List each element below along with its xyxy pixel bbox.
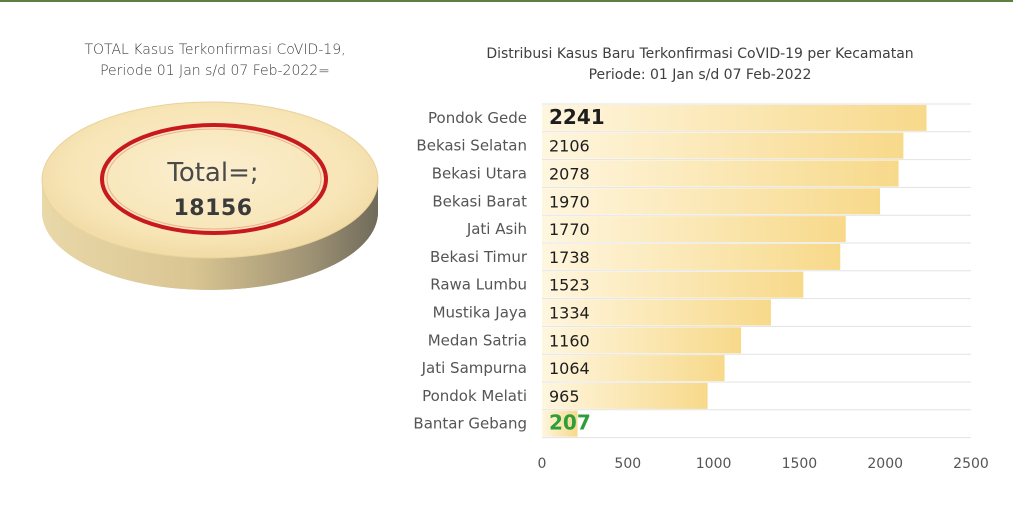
grid-lines [542,103,971,439]
disc-ring [100,123,328,235]
x-tick-label: 1500 [782,456,818,472]
total-value: 18156 [173,196,253,221]
chart-title-line2: Periode: 01 Jan s/d 07 Feb-2022 [588,67,812,83]
data-label: 1770 [549,220,590,239]
data-label: 1064 [549,359,590,378]
data-label: 1523 [549,276,590,295]
chart-title-line1: Distribusi Kasus Baru Terkonfirmasi CoVI… [486,46,914,62]
bar [542,216,846,243]
x-tick-label: 0 [538,456,547,472]
bar [542,104,927,131]
data-label: 965 [549,387,580,406]
category-label: Mustika Jaya [433,304,527,322]
x-tick-label: 1000 [696,456,732,472]
bar [542,132,904,159]
data-label: 2078 [549,165,590,184]
disc-ring-inner [106,128,322,230]
x-tick-label: 2500 [953,456,989,472]
category-labels: Pondok Gede Bekasi Selatan Bekasi Utara Bek… [413,109,527,433]
data-label: 1160 [549,331,590,350]
category-label: Jati Sampurna [421,359,527,377]
category-label: Bekasi Utara [432,165,527,183]
bar [542,160,899,187]
category-label: Medan Satria [428,331,527,349]
data-label: 2106 [549,137,590,156]
bar [542,188,881,215]
total-label: Total=; [167,158,259,188]
total-title-line1: TOTAL Kasus Terkonfirmasi CoVID-19, [84,42,346,58]
bar [542,271,804,298]
top-border-line [0,0,1013,2]
bar [542,355,725,382]
category-label: Pondok Gede [428,109,527,127]
category-label: Bantar Gebang [413,415,527,433]
x-tick-label: 500 [614,456,641,472]
category-label: Rawa Lumbu [430,276,527,294]
bar [542,382,708,409]
category-label: Bekasi Barat [432,192,527,210]
total-disc-graphic [41,101,379,290]
chart-title: Distribusi Kasus Baru Terkonfirmasi CoVI… [410,44,990,86]
data-label: 207 [549,411,591,435]
bar [542,299,771,326]
bar [542,243,841,270]
data-label: 1738 [549,248,590,267]
category-label: Bekasi Selatan [416,137,527,155]
category-label: Bekasi Timur [430,248,528,266]
x-tick-label: 2000 [867,456,903,472]
category-label: Jati Asih [466,220,527,238]
data-labels: 2241 2106 2078 1970 1770 1738 1523 1334 1160 1064… [549,105,605,435]
total-cases-title: TOTAL Kasus Terkonfirmasi CoVID-19, Peri… [30,40,400,82]
total-title-line2: Periode 01 Jan s/d 07 Feb-2022= [100,63,330,79]
data-label: 1970 [549,192,590,211]
data-label: 2241 [549,105,605,129]
bar [542,327,742,354]
category-label: Pondok Melati [422,387,527,405]
x-axis-ticks: 0 500 1000 1500 2000 2500 [538,456,989,472]
data-label: 1334 [549,304,590,323]
bar [542,410,578,437]
bars [542,104,927,437]
